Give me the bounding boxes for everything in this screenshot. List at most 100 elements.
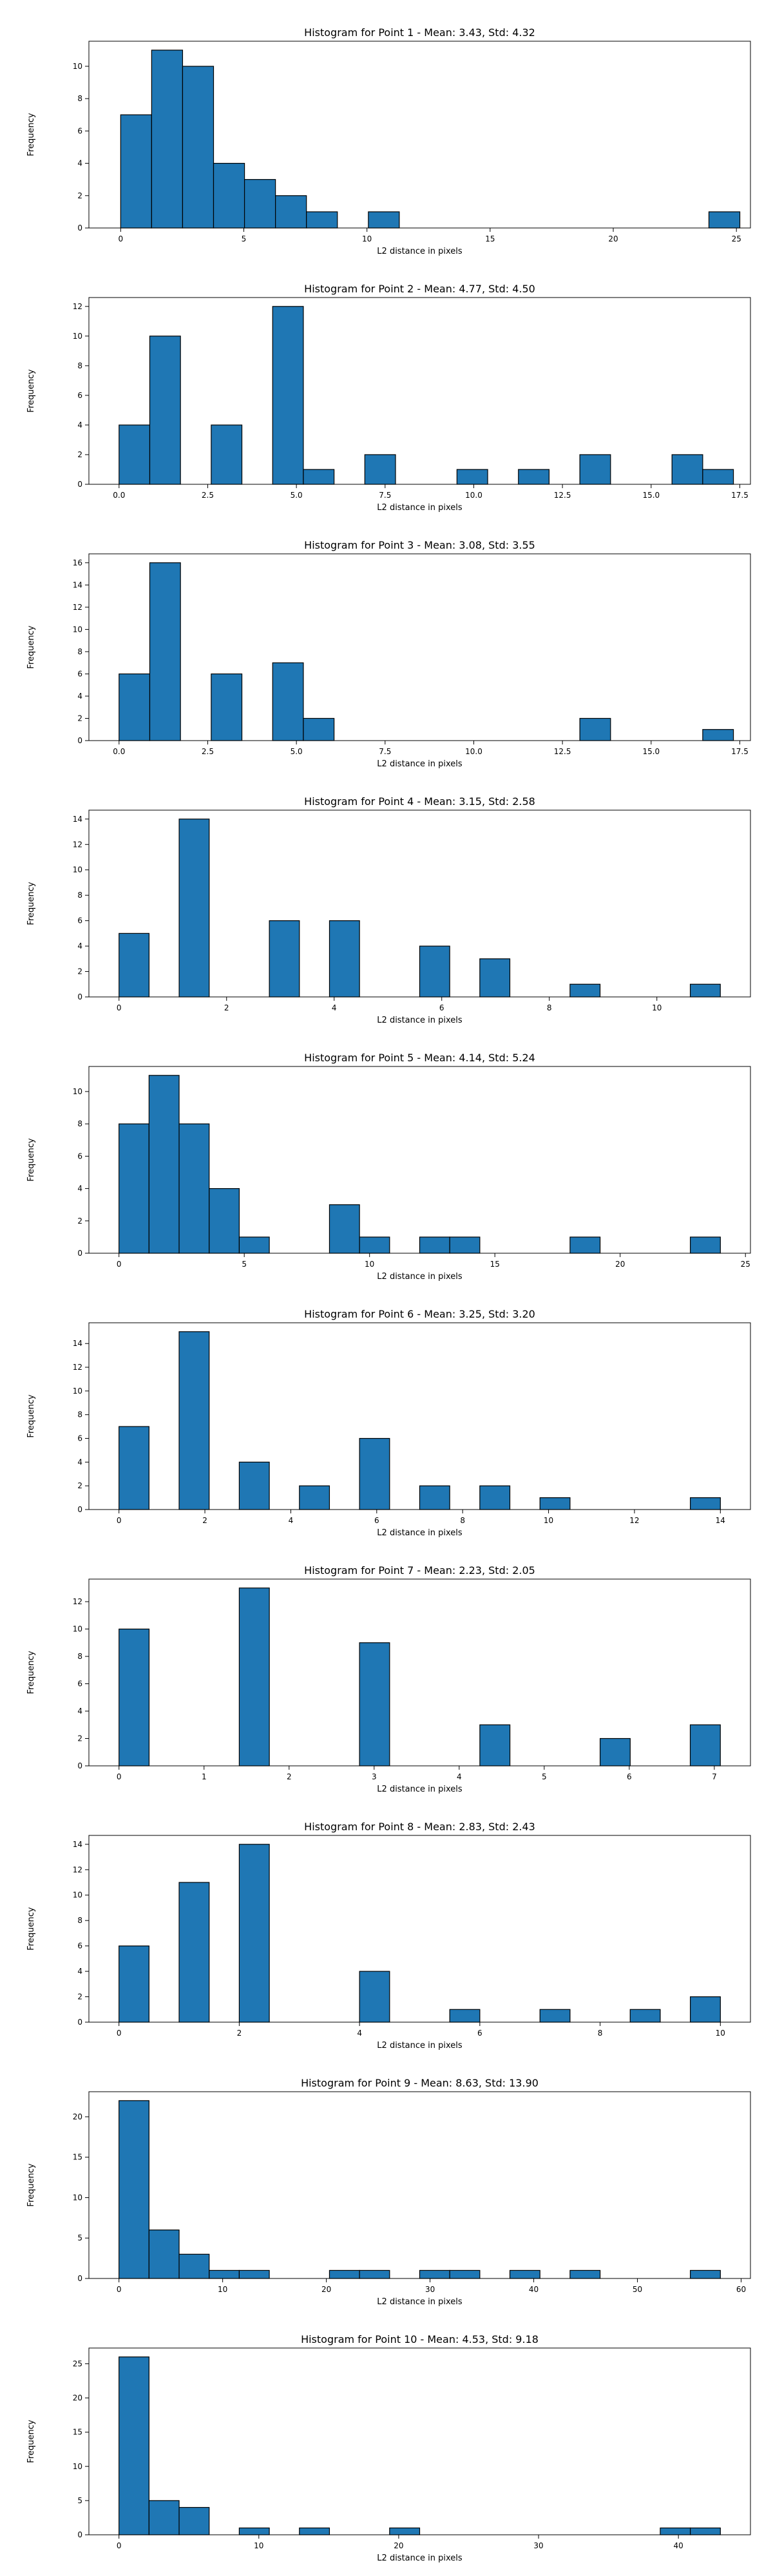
x-tick-label: 6 xyxy=(477,2029,482,2038)
x-tick-label: 15 xyxy=(485,234,495,243)
x-tick-label: 10 xyxy=(544,1516,553,1525)
histogram-bar xyxy=(449,2009,481,2023)
y-tick-label: 2 xyxy=(77,450,82,459)
x-tick-label: 12 xyxy=(629,1516,639,1525)
histogram-bar xyxy=(364,454,396,485)
y-tick-label: 10 xyxy=(73,625,82,634)
plot-frame xyxy=(88,2091,751,2279)
y-tick-label: 0 xyxy=(77,1249,82,1258)
y-tick-label: 8 xyxy=(77,891,82,900)
x-tick-label: 7.5 xyxy=(379,491,391,500)
y-tick-label: 10 xyxy=(73,332,82,341)
y-tick-label: 0 xyxy=(77,736,82,745)
y-tick-label: 4 xyxy=(77,692,82,701)
x-tick-label: 4 xyxy=(357,2029,362,2038)
histogram-bar xyxy=(209,2269,240,2279)
x-tick-label: 17.5 xyxy=(731,491,749,500)
y-tick-label: 12 xyxy=(73,1865,82,1874)
histogram-bar xyxy=(306,211,338,229)
x-tick-label: 0.0 xyxy=(113,491,125,500)
y-tick-label: 10 xyxy=(73,2462,82,2471)
x-tick-label: 0 xyxy=(119,234,124,243)
histogram-panel-9: Histogram for Point 9 - Mean: 8.63, Std:… xyxy=(26,2077,751,2307)
histogram-bar xyxy=(299,2527,330,2535)
histogram-bar xyxy=(419,945,450,998)
x-tick-label: 2.5 xyxy=(202,491,214,500)
y-tick-label: 5 xyxy=(77,2233,82,2242)
histogram-bar xyxy=(303,469,335,485)
histogram-bar xyxy=(479,1724,511,1766)
y-tick-label: 20 xyxy=(73,2394,82,2403)
histogram-bar xyxy=(690,2269,721,2279)
y-tick-label: 8 xyxy=(77,1410,82,1419)
histogram-bar xyxy=(599,1738,631,1766)
histogram-bar xyxy=(272,306,304,485)
y-tick-label: 6 xyxy=(77,1942,82,1951)
x-tick-label: 15.0 xyxy=(642,747,660,756)
histogram-bar xyxy=(303,717,335,741)
histogram-bar xyxy=(178,1882,210,2023)
x-tick-label: 7.5 xyxy=(379,747,391,756)
x-tick-label: 2 xyxy=(224,1003,229,1012)
y-tick-label: 6 xyxy=(77,391,82,400)
histogram-bar xyxy=(702,729,734,741)
x-tick-label: 6 xyxy=(374,1516,379,1525)
x-tick-label: 0 xyxy=(117,1772,122,1781)
x-tick-label: 40 xyxy=(529,2285,539,2294)
histogram-panel-7: Histogram for Point 7 - Mean: 2.23, Std:… xyxy=(26,1564,751,1794)
histogram-bar xyxy=(119,933,150,998)
histogram-bar xyxy=(149,562,181,741)
histogram-bar xyxy=(690,1236,721,1254)
x-tick-label: 20 xyxy=(615,1260,625,1269)
y-tick-label: 20 xyxy=(73,2112,82,2121)
x-tick-label: 1 xyxy=(202,1772,207,1781)
y-tick-label: 0 xyxy=(77,992,82,1001)
x-tick-label: 10.0 xyxy=(465,747,482,756)
x-tick-label: 4 xyxy=(332,1003,337,1012)
y-axis-label: Frequency xyxy=(26,369,36,412)
histogram-bar xyxy=(178,1123,210,1254)
x-tick-label: 20 xyxy=(394,2541,403,2550)
y-axis-label: Frequency xyxy=(26,2163,36,2206)
x-tick-label: 2.5 xyxy=(202,747,214,756)
plot-frame xyxy=(88,1066,751,1254)
histogram-bar xyxy=(243,179,276,229)
histogram-bar xyxy=(419,1485,450,1510)
y-tick-label: 4 xyxy=(77,1184,82,1193)
x-tick-label: 10 xyxy=(218,2285,227,2294)
x-tick-label: 8 xyxy=(547,1003,552,1012)
histogram-bar xyxy=(299,1485,330,1510)
x-tick-label: 2 xyxy=(202,1516,207,1525)
y-tick-label: 12 xyxy=(73,1597,82,1606)
x-tick-label: 2 xyxy=(287,1772,292,1781)
histogram-panel-2: Histogram for Point 2 - Mean: 4.77, Std:… xyxy=(26,283,751,513)
histogram-bar xyxy=(119,1123,149,1254)
y-axis-label: Frequency xyxy=(26,1394,36,1437)
histogram-bar xyxy=(579,717,611,741)
y-tick-label: 0 xyxy=(77,1505,82,1514)
plot-frame xyxy=(88,297,751,485)
y-tick-label: 6 xyxy=(77,1151,82,1160)
y-tick-label: 5 xyxy=(77,2496,82,2505)
y-tick-label: 15 xyxy=(73,2428,82,2437)
y-tick-label: 8 xyxy=(77,94,82,103)
y-tick-label: 12 xyxy=(73,603,82,612)
y-tick-label: 8 xyxy=(77,1119,82,1128)
x-axis-label: L2 distance in pixels xyxy=(377,503,463,513)
histogram-bar xyxy=(178,1331,210,1510)
x-tick-label: 17.5 xyxy=(731,747,749,756)
y-tick-label: 0 xyxy=(77,1761,82,1770)
y-tick-label: 4 xyxy=(77,1707,82,1716)
histogram-bar xyxy=(359,2269,390,2279)
y-tick-label: 8 xyxy=(77,361,82,370)
y-tick-label: 10 xyxy=(73,2193,82,2202)
y-tick-label: 0 xyxy=(77,2530,82,2539)
x-tick-label: 30 xyxy=(533,2541,543,2550)
x-tick-label: 4 xyxy=(289,1516,294,1525)
y-axis-label: Frequency xyxy=(26,2420,36,2463)
plot-frame xyxy=(88,41,751,229)
y-tick-label: 25 xyxy=(73,2359,82,2368)
histogram-bar xyxy=(518,469,550,485)
x-tick-label: 15.0 xyxy=(642,491,660,500)
y-axis-label: Frequency xyxy=(26,1138,36,1181)
